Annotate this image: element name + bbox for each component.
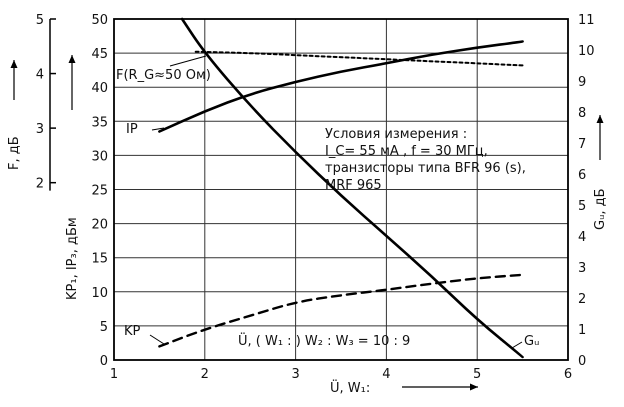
- ratio-label: Ü, ( W₁ : ) W₂ : W₃ = 10 : 9: [238, 332, 410, 349]
- y-right-tick-label: 11: [578, 13, 595, 28]
- y-right-tick-label: 2: [578, 292, 586, 307]
- f-axis-tick-label: 3: [36, 122, 44, 137]
- x-tick-label: 3: [291, 367, 299, 382]
- y-right-tick-label: 5: [578, 199, 586, 214]
- f-axis-tick-label: 2: [36, 177, 44, 192]
- annotation-line-1: Условия измерения :: [325, 127, 467, 142]
- y-left-tick-labels: 0 5 10 15 20 25 30 35 40 45 50: [91, 13, 108, 369]
- x-axis-title: Ü, W₁:: [330, 379, 370, 396]
- y-left-axis-arrow-head: [68, 55, 76, 63]
- y-right-tick-label: 8: [578, 106, 586, 121]
- y-right-tick-labels: 0 1 2 3 4 5 6 7 8 9 10 11: [578, 13, 595, 369]
- x-tick-label: 5: [473, 367, 481, 382]
- y-right-tick-label: 1: [578, 323, 586, 338]
- y-right-tick-label: 7: [578, 137, 586, 152]
- series-label-ip: IP: [126, 122, 138, 137]
- y-right-tick-label: 4: [578, 230, 586, 245]
- y-right-tick-label: 10: [578, 44, 595, 59]
- x-tick-label: 2: [201, 367, 209, 382]
- y-left-tick-label: 20: [91, 218, 108, 233]
- f-axis-tick-label: 5: [36, 13, 44, 28]
- series-line-1: [194, 50, 524, 67]
- y-left-axis-title: KP₁, IP₃, дБм: [65, 217, 80, 300]
- series-line-3: [180, 17, 524, 359]
- series-group: [158, 17, 524, 359]
- f-axis-title: F, дБ: [7, 136, 22, 170]
- annotation-line-4: MRF 965: [325, 178, 382, 193]
- y-left-tick-label: 45: [91, 47, 108, 62]
- y-right-axis-arrow-head: [596, 115, 604, 123]
- ip-leader: [151, 127, 165, 131]
- x-tick-labels: 1 2 3 4 5 6: [110, 367, 572, 382]
- y-left-tick-label: 35: [91, 115, 108, 130]
- y-right-tick-label: 3: [578, 261, 586, 276]
- gu-leader: [511, 341, 523, 349]
- y-left-tick-label: 50: [91, 13, 108, 28]
- y-right-tick-label: 9: [578, 75, 586, 90]
- f-leader: [169, 55, 207, 67]
- y-right-tick-label: 6: [578, 168, 586, 183]
- y-left-tick-label: 25: [91, 184, 108, 199]
- y-right-axis-title: Gᵤ, дБ: [593, 188, 608, 230]
- series-label-f: F(R_G≈50 Ом): [116, 68, 211, 83]
- x-tick-label: 6: [564, 367, 572, 382]
- axis-decorations: [10, 55, 604, 391]
- y-left-tick-label: 5: [100, 320, 108, 335]
- grid: [113, 18, 569, 361]
- annotation-line-2: I_C= 55 мА , f = 30 МГц,: [325, 144, 488, 159]
- y-left-tick-label: 10: [91, 286, 108, 301]
- f-axis-tick-labels: 2 3 4 5: [36, 13, 56, 192]
- x-axis-arrow-head: [470, 383, 478, 391]
- y-left-tick-label: 15: [91, 252, 108, 267]
- kp-leader: [149, 334, 165, 345]
- y-right-tick-label: 0: [578, 354, 586, 369]
- y-left-tick-label: 30: [91, 149, 108, 164]
- series-line-0: [158, 40, 524, 133]
- f-axis-tick-label: 4: [36, 68, 44, 83]
- series-label-gu: Gᵤ: [524, 334, 539, 349]
- plot-frame: [113, 18, 569, 361]
- series-line-2: [158, 273, 524, 348]
- series-label-kp: KP: [124, 324, 141, 339]
- y-left-tick-label: 40: [91, 81, 108, 96]
- x-tick-label: 4: [382, 367, 390, 382]
- annotation-line-3: транзисторы типа BFR 96 (s),: [325, 161, 526, 176]
- x-tick-label: 1: [110, 367, 118, 382]
- f-axis-arrow-head: [10, 60, 18, 68]
- y-left-tick-label: 0: [100, 354, 108, 369]
